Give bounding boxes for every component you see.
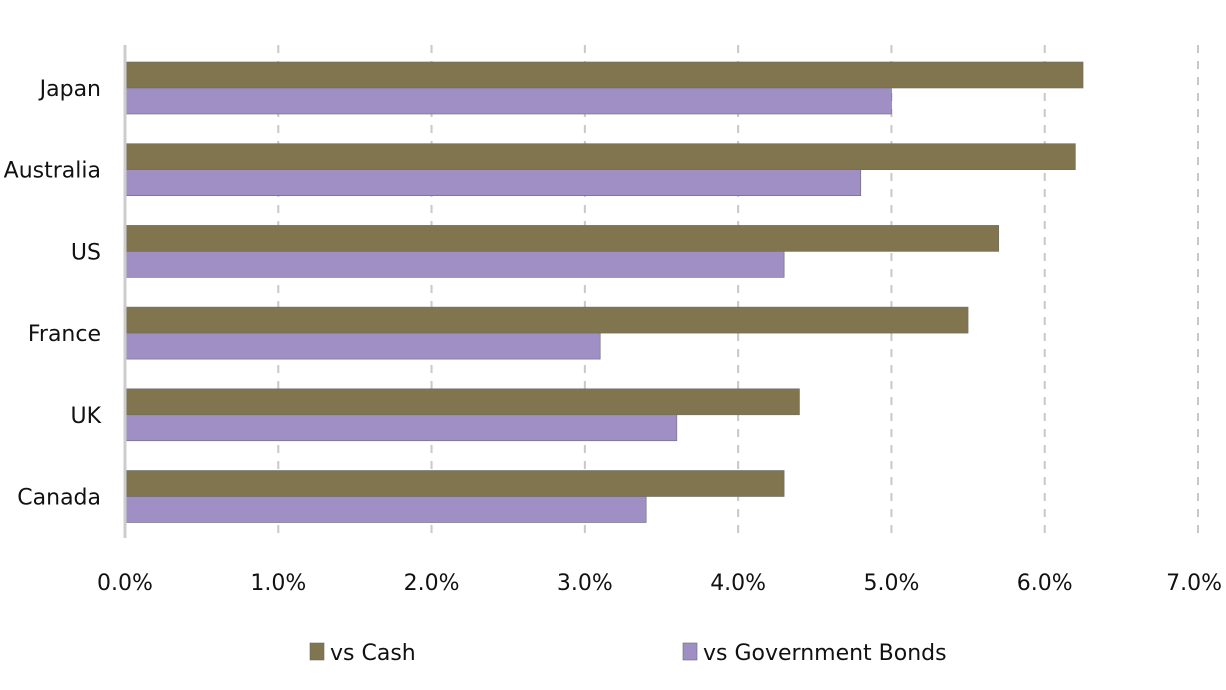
- bar: [124, 169, 862, 196]
- bar: [124, 496, 647, 523]
- bar: [124, 388, 800, 416]
- bar: [124, 143, 1076, 170]
- bar: [124, 332, 601, 360]
- category-label: Australia: [4, 159, 101, 184]
- bar: [124, 414, 678, 442]
- category-label: Canada: [17, 486, 101, 511]
- x-tick-labels: 0.0% 1.0% 2.0% 3.0% 4.0% 5.0% 6.0% 7.0%: [97, 571, 1222, 596]
- legend: vs Cash vs Government Bonds: [309, 641, 947, 666]
- bar: [124, 225, 1000, 252]
- x-tick-label: 6.0%: [1017, 571, 1073, 596]
- category-label: Japan: [38, 77, 101, 102]
- category-label: US: [71, 240, 101, 265]
- bar: [124, 87, 892, 115]
- bar: [124, 61, 1084, 89]
- bar: [124, 251, 785, 278]
- legend-label: vs Government Bonds: [703, 641, 947, 666]
- legend-label: vs Cash: [330, 641, 416, 666]
- bar: [124, 306, 969, 334]
- x-tick-label: 0.0%: [97, 571, 153, 596]
- x-tick-label: 4.0%: [710, 571, 766, 596]
- x-tick-label: 7.0%: [1166, 571, 1222, 596]
- x-tick-label: 5.0%: [863, 571, 919, 596]
- grid-lines: [277, 45, 1199, 538]
- bars: [124, 61, 1084, 523]
- x-tick-label: 1.0%: [250, 571, 306, 596]
- x-tick-label: 3.0%: [557, 571, 613, 596]
- bar: [124, 470, 785, 497]
- x-tick-label: 2.0%: [404, 571, 460, 596]
- category-labels: Japan Australia US France UK Canada: [4, 77, 102, 511]
- category-label: France: [28, 322, 101, 347]
- category-label: UK: [70, 404, 101, 429]
- legend-swatch: [682, 642, 698, 661]
- legend-swatch: [309, 642, 325, 661]
